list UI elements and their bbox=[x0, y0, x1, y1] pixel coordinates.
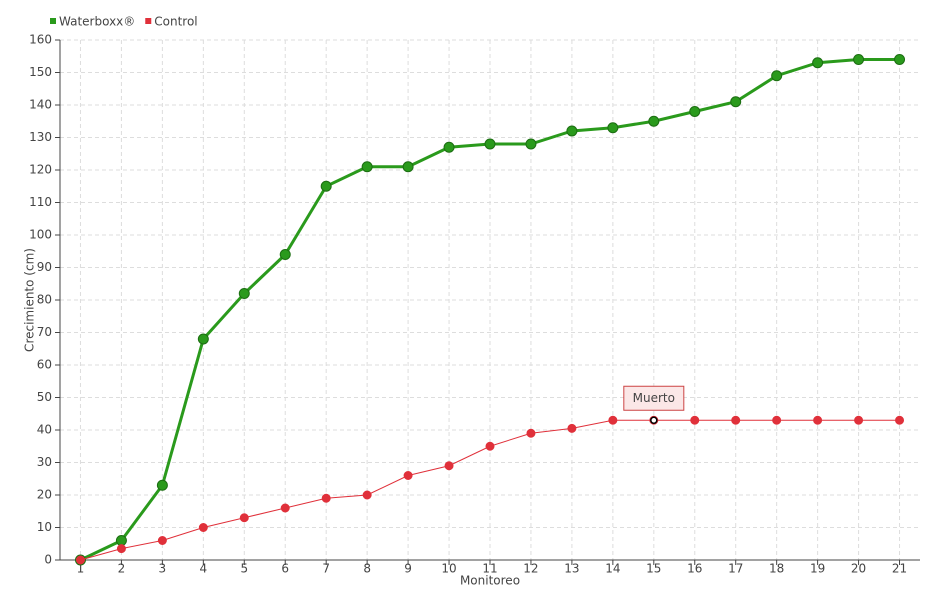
legend-label: Waterboxx® bbox=[59, 15, 135, 29]
x-tick-label: 1 bbox=[77, 562, 85, 576]
y-tick-label: 120 bbox=[29, 163, 52, 177]
data-point bbox=[485, 441, 495, 451]
data-point bbox=[157, 536, 167, 545]
x-tick-label: 18 bbox=[769, 562, 784, 576]
x-tick-label: 11 bbox=[482, 562, 497, 576]
legend-swatch bbox=[50, 18, 56, 24]
data-point bbox=[566, 125, 578, 137]
data-point bbox=[239, 513, 249, 523]
y-tick-label: 40 bbox=[37, 423, 52, 437]
data-point bbox=[75, 555, 85, 565]
x-tick-label: 21 bbox=[892, 562, 907, 576]
data-point bbox=[444, 461, 454, 471]
data-point bbox=[402, 161, 414, 173]
annotation: Muerto bbox=[623, 385, 685, 411]
x-tick-label: 14 bbox=[605, 562, 620, 576]
x-tick-label: 17 bbox=[728, 562, 743, 576]
y-tick-label: 50 bbox=[37, 390, 52, 404]
data-point bbox=[279, 249, 291, 260]
data-point bbox=[731, 415, 741, 425]
y-tick-label: 60 bbox=[37, 358, 52, 372]
x-tick-label: 5 bbox=[240, 562, 248, 576]
data-point bbox=[280, 503, 290, 513]
data-point bbox=[812, 57, 824, 69]
data-point bbox=[690, 415, 700, 425]
y-tick-label: 20 bbox=[37, 488, 52, 502]
legend-swatch bbox=[145, 18, 152, 24]
x-tick-label: 6 bbox=[281, 562, 289, 576]
x-axis-title: Monitoreo bbox=[460, 574, 520, 588]
data-point bbox=[403, 471, 413, 480]
data-point bbox=[608, 415, 618, 425]
data-point bbox=[771, 70, 783, 82]
data-point bbox=[116, 544, 126, 554]
data-point bbox=[361, 161, 373, 173]
data-point bbox=[894, 54, 906, 65]
data-point bbox=[115, 535, 127, 546]
data-point bbox=[607, 122, 619, 134]
x-tick-label: 12 bbox=[523, 562, 538, 576]
data-point bbox=[853, 54, 865, 65]
y-tick-label: 10 bbox=[37, 520, 52, 534]
annotation-text: Muerto bbox=[633, 391, 675, 405]
x-tick-label: 3 bbox=[159, 562, 167, 576]
x-tick-label: 19 bbox=[810, 562, 825, 576]
data-point bbox=[689, 106, 701, 117]
x-tick-label: 13 bbox=[564, 562, 579, 576]
data-point bbox=[648, 115, 660, 127]
data-point bbox=[567, 423, 577, 433]
x-tick-label: 7 bbox=[322, 562, 330, 576]
y-tick-label: 90 bbox=[37, 260, 52, 274]
y-tick-label: 150 bbox=[29, 65, 52, 79]
y-tick-label: 130 bbox=[29, 130, 52, 144]
data-point bbox=[443, 141, 455, 153]
x-tick-label: 10 bbox=[441, 562, 456, 576]
legend-label: Control bbox=[154, 15, 197, 29]
y-tick-label: 100 bbox=[29, 228, 52, 242]
data-point bbox=[526, 428, 536, 438]
data-point bbox=[321, 493, 331, 503]
y-tick-label: 70 bbox=[37, 325, 52, 339]
annotated-point bbox=[650, 416, 658, 424]
x-tick-label: 20 bbox=[851, 562, 866, 576]
data-point bbox=[854, 415, 864, 425]
x-tick-label: 4 bbox=[200, 562, 208, 576]
annotation-box bbox=[623, 385, 685, 411]
data-point bbox=[730, 96, 742, 108]
x-tick-label: 8 bbox=[363, 562, 371, 576]
y-tick-label: 140 bbox=[29, 98, 52, 112]
data-point bbox=[320, 180, 332, 192]
data-point bbox=[525, 138, 537, 150]
y-tick-label: 160 bbox=[29, 33, 52, 47]
data-point bbox=[362, 490, 372, 500]
x-tick-label: 15 bbox=[646, 562, 661, 576]
data-point bbox=[484, 138, 496, 150]
data-point bbox=[895, 415, 905, 425]
data-point bbox=[772, 415, 782, 425]
x-tick-label: 2 bbox=[118, 562, 126, 576]
data-point bbox=[156, 479, 168, 491]
y-tick-label: 30 bbox=[37, 455, 52, 469]
y-axis-title: Crecimiento (cm) bbox=[23, 248, 37, 352]
y-tick-label: 110 bbox=[29, 195, 52, 209]
data-point bbox=[813, 415, 823, 425]
data-point bbox=[238, 288, 250, 299]
data-point bbox=[197, 333, 209, 345]
x-tick-label: 16 bbox=[687, 562, 702, 576]
y-tick-label: 0 bbox=[44, 553, 52, 567]
y-tick-label: 80 bbox=[37, 293, 52, 307]
x-tick-label: 9 bbox=[404, 562, 412, 576]
data-point bbox=[198, 523, 208, 532]
